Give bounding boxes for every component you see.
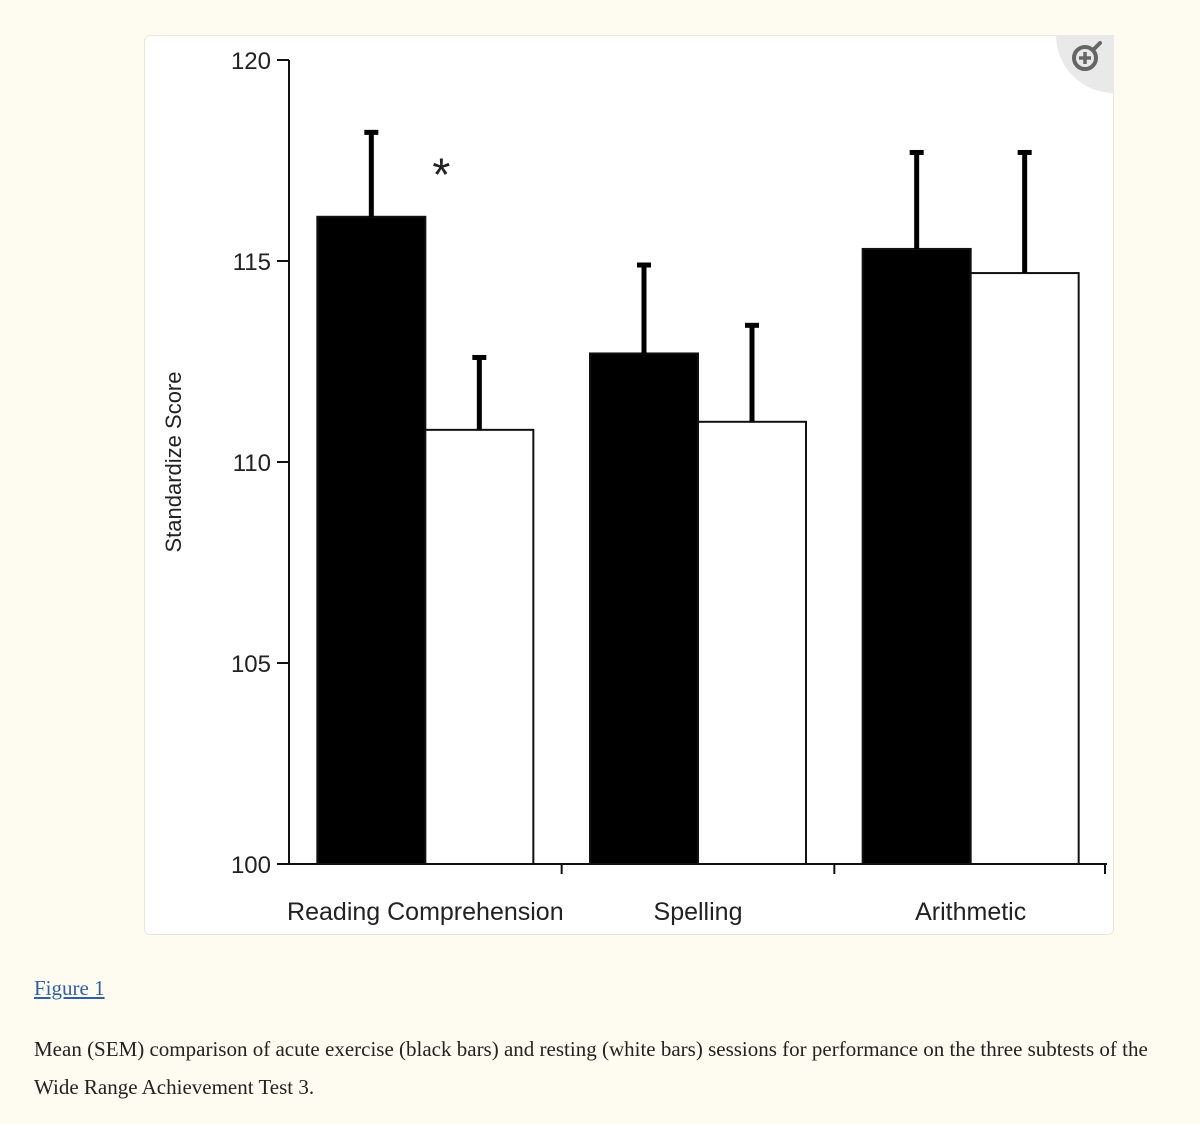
bar-black bbox=[861, 247, 972, 865]
figure-panel: 100 105 110 115 120 Standardize Score Reading … bbox=[144, 35, 1114, 935]
zoom-in-icon bbox=[1072, 41, 1102, 71]
bar-white bbox=[424, 428, 535, 865]
bar-white bbox=[697, 420, 807, 865]
y-tick-label: 100 bbox=[231, 852, 271, 879]
y-tick-label: 110 bbox=[233, 450, 271, 477]
bar-black bbox=[316, 215, 427, 865]
y-tick-label: 120 bbox=[231, 48, 271, 75]
bar-white bbox=[969, 272, 1080, 865]
figure-caption: Mean (SEM) comparison of acute exercise … bbox=[34, 1037, 1148, 1099]
y-tick-label: 105 bbox=[231, 651, 271, 678]
x-category-label: Reading Comprehension bbox=[287, 898, 564, 926]
y-tick-label: 115 bbox=[233, 249, 271, 276]
figure-link[interactable]: Figure 1 bbox=[34, 976, 105, 1000]
bar-black bbox=[589, 352, 699, 865]
y-axis-label: Standardize Score bbox=[161, 372, 186, 553]
x-category-label: Spelling bbox=[654, 898, 743, 926]
x-category-label: Arithmetic bbox=[915, 898, 1026, 926]
bar-chart: 100 105 110 115 120 Standardize Score Reading … bbox=[161, 48, 1107, 926]
significance-asterisk: * bbox=[432, 149, 450, 201]
